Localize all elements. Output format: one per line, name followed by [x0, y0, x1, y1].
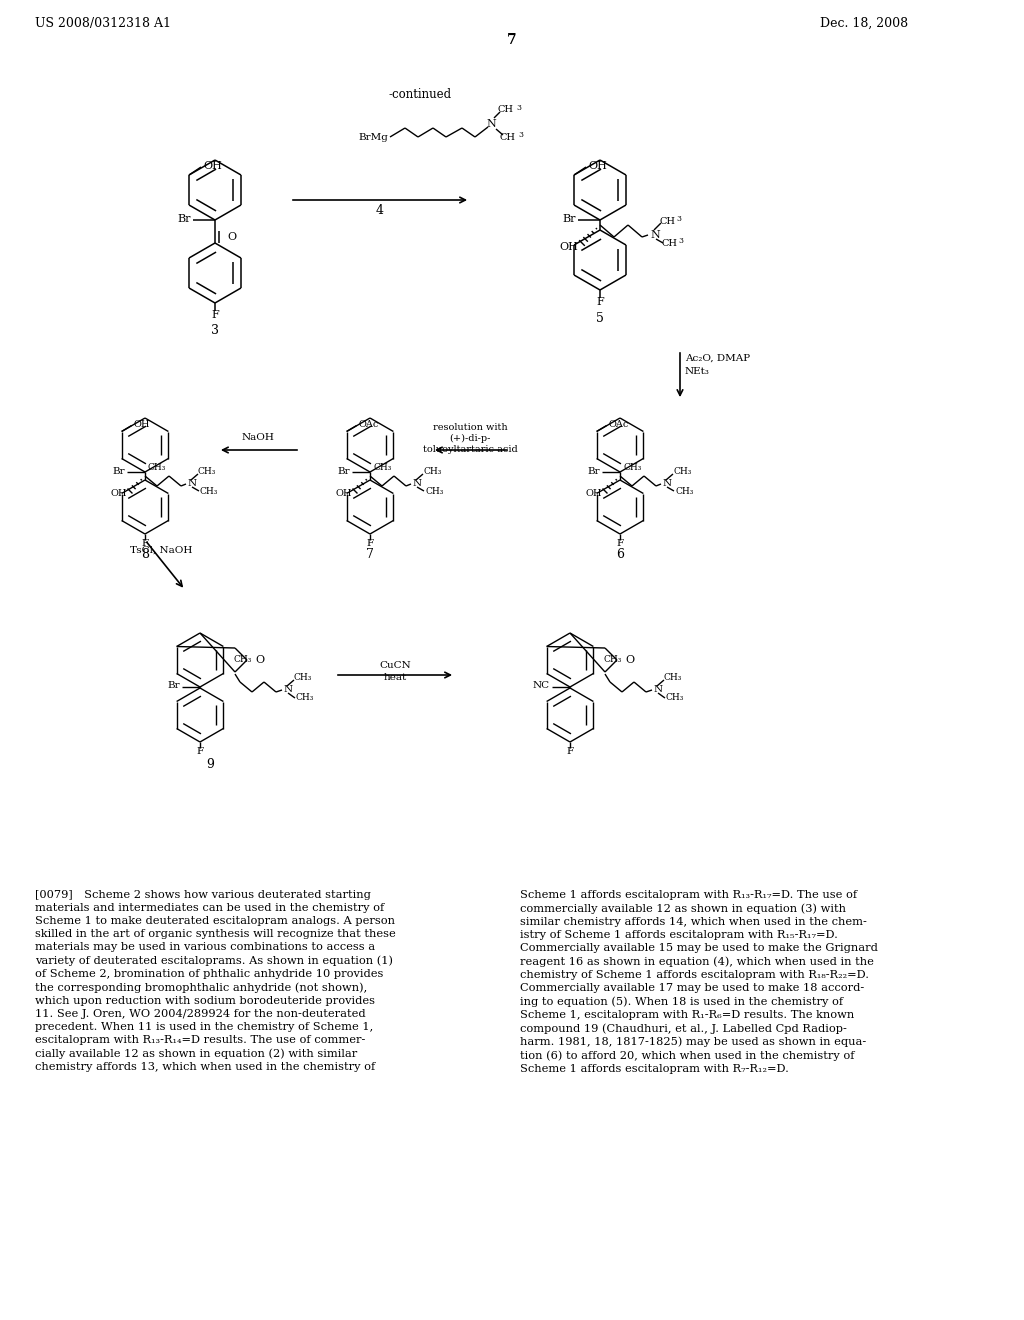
Text: OH: OH — [133, 420, 151, 429]
Text: CH₃: CH₃ — [623, 462, 641, 471]
Text: CH: CH — [660, 216, 676, 226]
Text: CH₃: CH₃ — [200, 487, 218, 495]
Text: US 2008/0312318 A1: US 2008/0312318 A1 — [35, 16, 171, 29]
Text: CH: CH — [662, 239, 678, 248]
Text: 3: 3 — [676, 215, 681, 223]
Text: CH₃: CH₃ — [664, 673, 682, 682]
Text: CH₃: CH₃ — [675, 487, 693, 495]
Text: NC: NC — [532, 681, 550, 690]
Text: OH: OH — [203, 161, 222, 172]
Text: CH₃: CH₃ — [666, 693, 684, 702]
Text: 3: 3 — [678, 238, 683, 246]
Text: heat: heat — [383, 673, 407, 682]
Text: Ac₂O, DMAP: Ac₂O, DMAP — [685, 354, 751, 363]
Text: OAc: OAc — [358, 420, 379, 429]
Text: 7: 7 — [366, 548, 374, 561]
Text: Br: Br — [177, 214, 191, 224]
Text: Dec. 18, 2008: Dec. 18, 2008 — [820, 16, 908, 29]
Text: O: O — [227, 232, 237, 242]
Text: -continued: -continued — [388, 88, 452, 102]
Text: NaOH: NaOH — [242, 433, 274, 441]
Text: 8: 8 — [141, 548, 150, 561]
Text: CH₃: CH₃ — [373, 462, 391, 471]
Text: N: N — [188, 479, 198, 488]
Text: F: F — [141, 540, 148, 549]
Text: O: O — [625, 655, 634, 665]
Text: CH: CH — [500, 132, 516, 141]
Text: CH₃: CH₃ — [294, 673, 312, 682]
Text: N: N — [654, 685, 664, 694]
Text: OH: OH — [336, 490, 352, 499]
Text: N: N — [650, 230, 659, 240]
Text: CH₃: CH₃ — [296, 693, 314, 702]
Text: 4: 4 — [376, 203, 384, 216]
Text: F: F — [616, 540, 624, 549]
Text: 7: 7 — [507, 33, 517, 48]
Text: Br: Br — [113, 466, 125, 475]
Text: Br: Br — [588, 466, 600, 475]
Text: (+)-di-p-: (+)-di-p- — [450, 433, 490, 442]
Text: F: F — [566, 747, 573, 756]
Text: OH: OH — [588, 161, 607, 172]
Text: CH: CH — [498, 106, 514, 115]
Text: F: F — [197, 747, 204, 756]
Text: 3: 3 — [211, 325, 219, 338]
Text: N: N — [486, 119, 496, 129]
Text: CH₃: CH₃ — [673, 467, 691, 477]
Text: N: N — [284, 685, 293, 694]
Text: CH₃: CH₃ — [233, 656, 251, 664]
Text: Br: Br — [167, 681, 180, 690]
Text: OH: OH — [111, 490, 127, 499]
Text: CH₃: CH₃ — [148, 462, 166, 471]
Text: 6: 6 — [616, 548, 624, 561]
Text: OH: OH — [586, 490, 602, 499]
Text: Br: Br — [562, 214, 575, 224]
Text: F: F — [596, 297, 604, 308]
Text: resolution with: resolution with — [433, 422, 507, 432]
Text: O: O — [255, 655, 264, 665]
Text: TsCl, NaOH: TsCl, NaOH — [130, 545, 193, 554]
Text: CuCN: CuCN — [379, 660, 411, 669]
Text: N: N — [663, 479, 672, 488]
Text: [0079] Scheme 2 shows how various deuterated starting
materials and intermediate: [0079] Scheme 2 shows how various deuter… — [35, 890, 395, 1072]
Text: 3: 3 — [516, 104, 521, 112]
Text: OAc: OAc — [608, 420, 629, 429]
Text: OH: OH — [559, 242, 578, 252]
Text: 5: 5 — [596, 312, 604, 325]
Text: CH₃: CH₃ — [423, 467, 441, 477]
Text: CH₃: CH₃ — [198, 467, 216, 477]
Text: Scheme 1 affords escitalopram with R₁₃-R₁₇=D. The use of
commercially available : Scheme 1 affords escitalopram with R₁₃-R… — [520, 890, 878, 1074]
Text: Br: Br — [337, 466, 350, 475]
Text: 9: 9 — [206, 758, 214, 771]
Text: 3: 3 — [518, 131, 523, 139]
Text: F: F — [211, 310, 219, 319]
Text: CH₃: CH₃ — [603, 656, 622, 664]
Text: CH₃: CH₃ — [425, 487, 443, 495]
Text: NEt₃: NEt₃ — [685, 367, 710, 376]
Text: BrMg: BrMg — [358, 132, 388, 141]
Text: N: N — [413, 479, 422, 488]
Text: F: F — [367, 540, 374, 549]
Text: toluoyltartaric acid: toluoyltartaric acid — [423, 445, 517, 454]
